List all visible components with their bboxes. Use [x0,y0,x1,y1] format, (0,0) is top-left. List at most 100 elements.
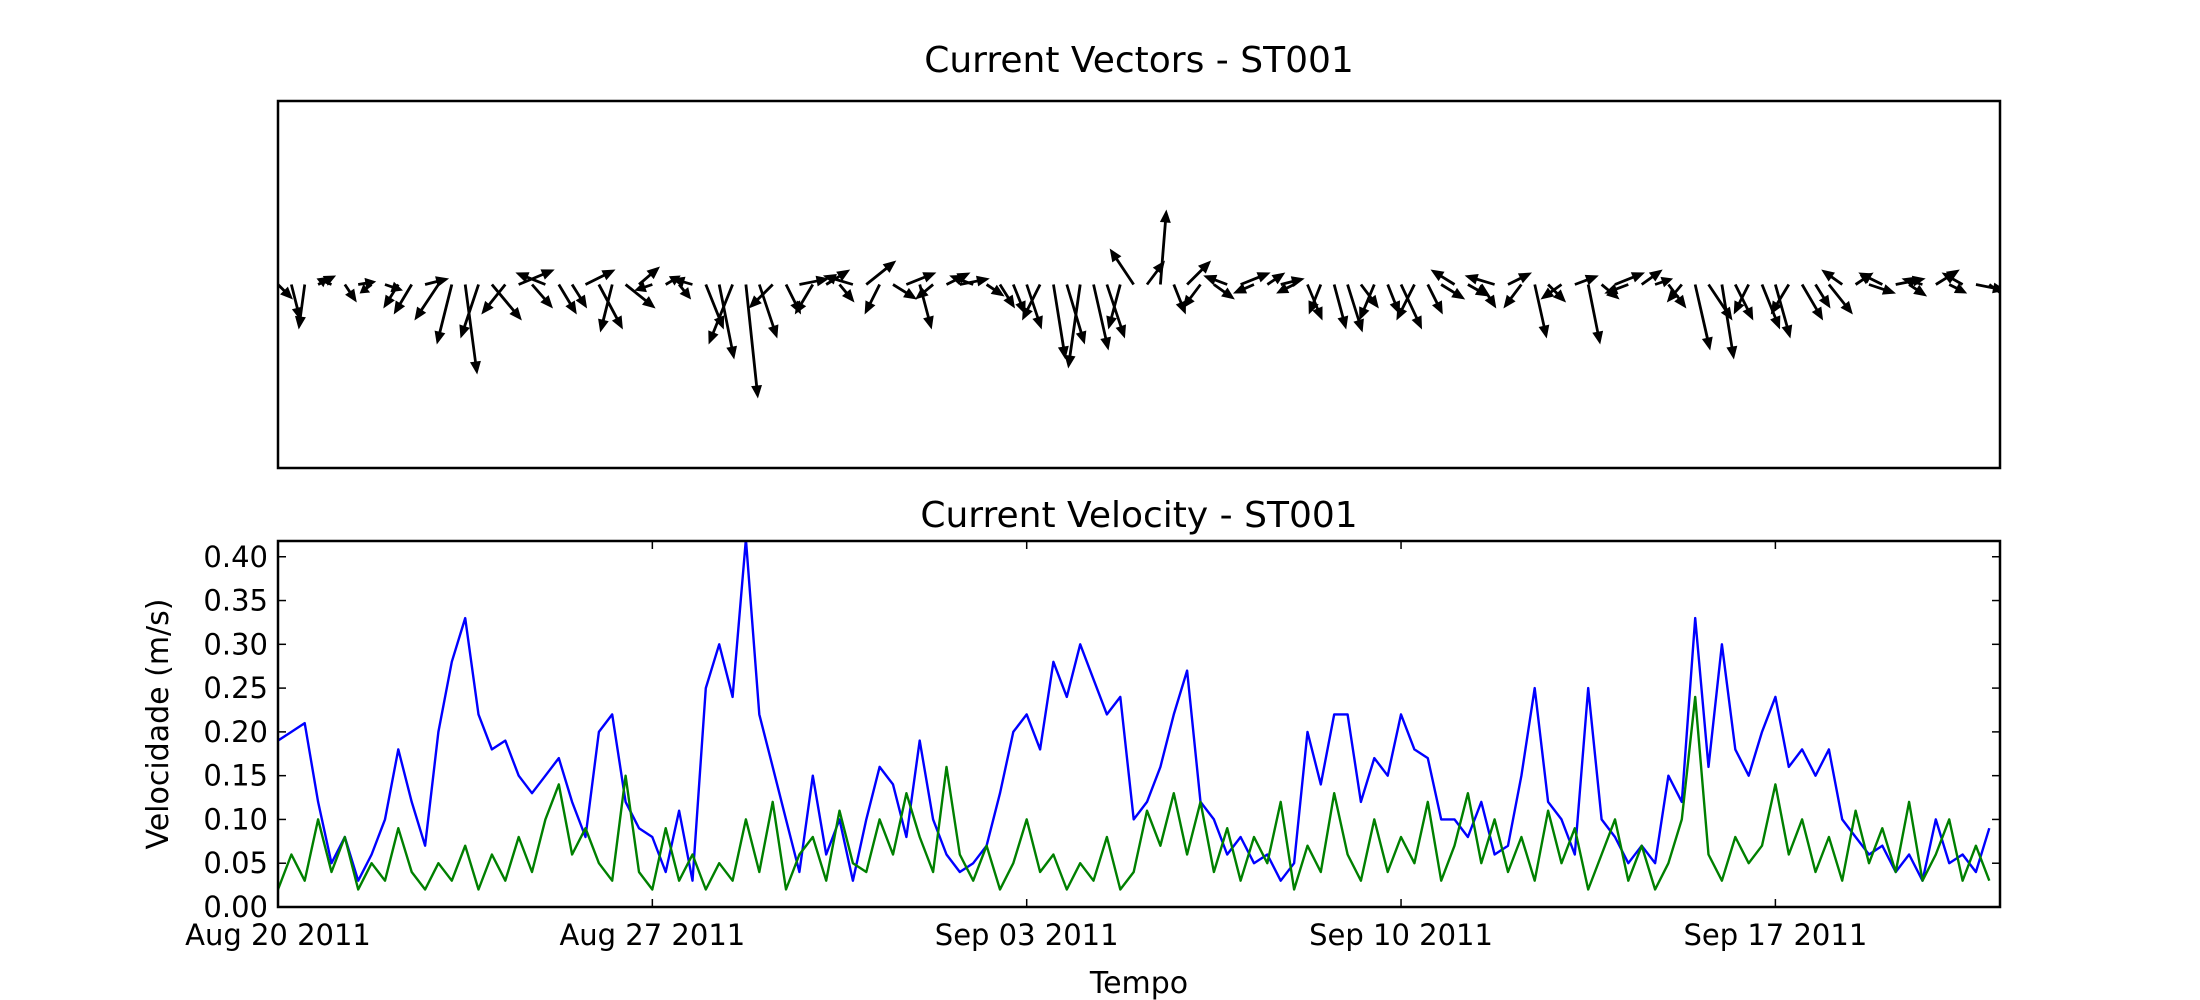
vector-arrow [892,283,917,300]
vector-arrow [624,283,656,309]
vector-arrow [434,284,454,345]
vector-arrow [278,283,293,300]
vector-arrow [1276,283,1295,294]
vector-arrow [1109,248,1135,286]
vector-arrow [985,283,1005,297]
x-tick-label: Sep 10 2011 [1309,918,1493,952]
vector-arrow [1868,283,1896,295]
vector-arrow [531,283,553,309]
vector-arrow [799,275,830,287]
y-tick-label: 0.15 [203,759,268,793]
vector-arrow [597,283,623,330]
vector-arrow [838,283,855,303]
vector-arrow [1901,276,1923,288]
vector-arrow [1105,284,1126,339]
vector-arrow [794,283,814,315]
x-tick-label: Aug 27 2011 [559,918,745,952]
vector-arrow [744,284,762,399]
x-axis-label: Tempo [1089,966,1188,1000]
x-tick-label: Sep 03 2011 [935,918,1119,952]
vector-arrow [515,272,546,286]
vector-arrow [1145,260,1165,286]
vector-arrow [481,283,507,315]
vector-arrow [358,277,377,289]
vector-arrow [1734,283,1754,321]
vector-arrow [949,274,974,286]
vector-arrow [1858,272,1883,286]
vector-arrow [1480,283,1497,309]
vector-arrow [1693,284,1713,351]
vector-arrow [1586,284,1604,345]
x-tick-label: Aug 20 2011 [185,918,371,952]
y-tick-label: 0.25 [203,671,268,705]
vector-arrow [638,266,660,286]
vector-arrow [1467,283,1489,297]
vector-arrow [343,283,357,303]
chart-title: Current Vectors - ST001 [924,40,1354,81]
vector-arrow [864,283,881,315]
vector-arrow [598,284,614,333]
vector-arrow [383,283,400,309]
axes-frame [276,539,2002,909]
vector-arrow [1426,283,1443,315]
vector-arrow [1266,272,1286,286]
vector-arrow [570,283,588,309]
vector-arrow [1720,284,1738,360]
vector-arrow [905,272,937,286]
vector-arrow [1182,283,1202,309]
vector-arrow [822,274,854,286]
vector-arrow [748,283,774,309]
vector-arrow [1233,283,1255,294]
vector-arrow [717,284,737,360]
vector-arrow [1240,272,1271,286]
vector-arrow [1800,283,1824,321]
quiver-area [278,209,2000,399]
vector-arrow [1464,274,1495,286]
vector-arrow [1507,272,1532,286]
y-tick-label: 0.30 [203,627,268,661]
vector-arrow [290,284,303,321]
y-tick-label: 0.10 [203,802,268,836]
vector-arrow [1440,283,1466,300]
vector-arrow [1359,284,1376,321]
vector-arrow [584,269,616,286]
vector-arrow [998,283,1015,309]
chart-title: Current Velocity - ST001 [920,495,1357,536]
vector-arrow [518,269,555,286]
vector-arrow [463,284,481,375]
vector-arrow [1346,284,1364,333]
vector-arrow [316,277,332,288]
vector-arrow [758,284,779,339]
vector-arrow [1733,283,1750,315]
vector-arrow [1503,283,1523,309]
vector-arrow [1052,284,1069,360]
vector-arrow [1092,284,1111,351]
line-area [278,541,1991,891]
x-tick-label: Sep 17 2011 [1683,918,1867,952]
vector-arrow [1386,284,1400,315]
vector-arrow [1533,284,1550,339]
vector-arrow [1604,283,1629,295]
vector-arrow [1941,272,1964,286]
vector-arrow [1640,269,1663,286]
vector-arrow [393,283,413,315]
vector-arrow [1172,284,1186,315]
vector-arrow [414,283,440,321]
vector-arrow [1654,276,1674,288]
data-line [278,695,1991,891]
vector-arrow [1399,283,1422,330]
vector-arrow [1948,283,1968,294]
vector-arrow [1106,284,1122,330]
vector-arrow [1332,284,1349,330]
vector-arrow [1547,283,1567,303]
vector-arrow [1064,284,1082,369]
vector-arrow [865,260,897,286]
vector-arrow [1774,284,1793,339]
vector-arrow [1280,276,1305,287]
vector-arrow [1614,272,1645,286]
data-line [278,541,1991,882]
vector-arrow [1574,274,1599,286]
vector-arrow [1203,274,1228,286]
vector-arrow [1308,284,1323,315]
